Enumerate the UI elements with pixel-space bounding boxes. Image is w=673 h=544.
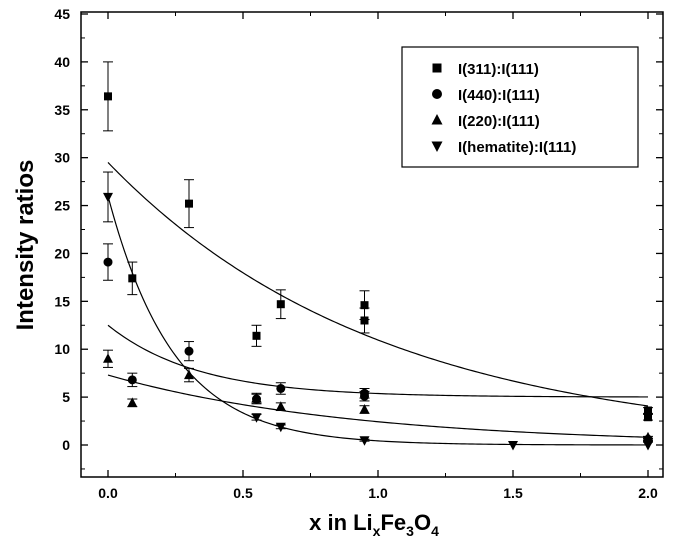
circle-marker bbox=[276, 383, 286, 393]
x-tick-label: 1.5 bbox=[503, 485, 523, 501]
legend-label: I(440):I(111) bbox=[458, 87, 540, 104]
square-marker bbox=[360, 316, 369, 325]
y-tick-label: 45 bbox=[54, 6, 70, 22]
square-marker bbox=[128, 274, 137, 283]
x-axis-title-sub-x: x bbox=[373, 523, 381, 539]
x-tick-label: 2.0 bbox=[638, 485, 658, 501]
square-marker bbox=[185, 199, 193, 208]
x-tick-label: 0.0 bbox=[98, 485, 118, 501]
x-axis-title: x in LixFe3O4 bbox=[309, 510, 439, 539]
data-points bbox=[103, 92, 653, 451]
y-tick-label: 15 bbox=[54, 293, 70, 309]
triangle-up-marker bbox=[431, 114, 443, 125]
axis-ticks bbox=[81, 12, 663, 477]
square-marker bbox=[644, 406, 652, 415]
fit-curve bbox=[107, 324, 648, 398]
triangle-up-marker bbox=[103, 353, 113, 363]
circle-marker bbox=[127, 375, 137, 385]
triangle-down-marker bbox=[359, 436, 370, 446]
y-tick-label: 0 bbox=[62, 437, 70, 453]
triangle-down-marker bbox=[103, 192, 113, 203]
legend: I(311):I(111) I(440):I(111) I(220):I(111) I… bbox=[401, 46, 639, 168]
triangle-down-marker bbox=[508, 441, 518, 451]
y-axis-title: Intensity ratios bbox=[12, 160, 39, 331]
fit-curve bbox=[107, 374, 649, 438]
square-marker bbox=[252, 331, 261, 340]
y-tick-label: 40 bbox=[54, 54, 70, 70]
triangle-down-marker bbox=[643, 441, 653, 451]
legend-items: I(311):I(111) I(440):I(111) I(220):I(111) I… bbox=[431, 61, 576, 156]
fit-curves bbox=[107, 162, 649, 446]
x-tick-labels: 0.0 0.5 1.0 1.5 2.0 bbox=[98, 485, 658, 501]
square-marker bbox=[276, 300, 285, 309]
square-marker bbox=[432, 63, 442, 73]
x-axis-title-fe: Fe bbox=[380, 510, 406, 535]
circle-marker bbox=[103, 257, 113, 267]
y-tick-label: 25 bbox=[54, 198, 70, 214]
x-tick-label: 1.0 bbox=[368, 485, 388, 501]
circle-marker bbox=[184, 346, 194, 356]
legend-label: I(311):I(111) bbox=[458, 61, 539, 78]
x-axis-title-sub-4: 4 bbox=[431, 523, 439, 539]
y-tick-label: 30 bbox=[54, 150, 70, 166]
triangle-down-marker bbox=[251, 413, 262, 423]
circle-marker bbox=[432, 89, 442, 99]
fit-curve bbox=[107, 162, 649, 407]
triangle-up-marker bbox=[275, 401, 286, 411]
y-tick-label: 5 bbox=[62, 389, 70, 405]
triangle-up-marker bbox=[127, 397, 138, 407]
x-axis-title-main: x in Li bbox=[309, 510, 373, 535]
triangle-down-marker bbox=[431, 141, 443, 152]
y-tick-label: 35 bbox=[54, 102, 70, 118]
triangle-up-marker bbox=[184, 369, 194, 380]
legend-label: I(hematite):I(111) bbox=[458, 139, 576, 156]
triangle-up-marker bbox=[359, 404, 370, 414]
triangle-down-marker bbox=[275, 422, 286, 433]
triangle-up-marker bbox=[643, 431, 653, 442]
y-tick-labels: 0 5 10 15 20 25 30 35 40 45 bbox=[54, 6, 70, 453]
legend-label: I(220):I(111) bbox=[458, 113, 540, 130]
x-tick-label: 0.5 bbox=[233, 485, 253, 501]
y-tick-label: 10 bbox=[54, 341, 70, 357]
square-marker bbox=[360, 301, 369, 310]
circle-marker bbox=[360, 388, 369, 398]
fit-curve bbox=[107, 195, 648, 446]
x-axis-title-sub-3: 3 bbox=[406, 523, 414, 539]
x-axis-title-o: O bbox=[414, 510, 431, 535]
y-tick-label: 20 bbox=[54, 245, 70, 261]
plot-frame bbox=[80, 11, 664, 478]
square-marker bbox=[104, 92, 112, 101]
square-marker bbox=[644, 413, 652, 422]
triangle-up-marker bbox=[251, 392, 262, 403]
